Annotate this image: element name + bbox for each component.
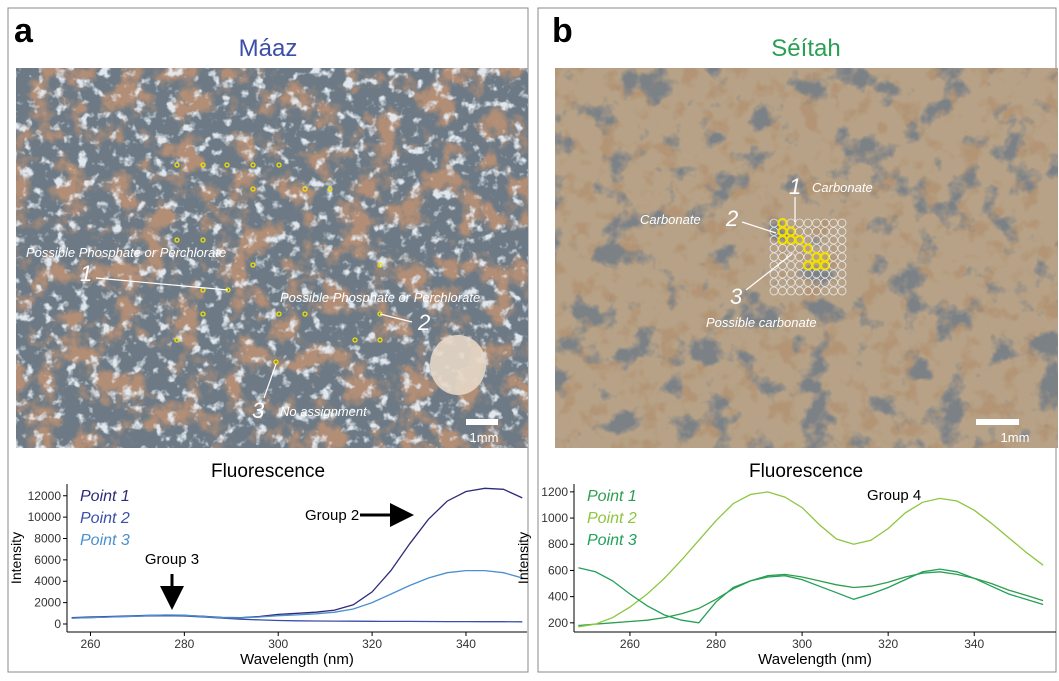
chart-title: Fluorescence: [749, 461, 863, 482]
x-tick-label: 280: [174, 637, 194, 651]
y-tick-label: 6000: [34, 553, 61, 567]
chart-annotation: Group 4: [867, 487, 921, 504]
image-label: 2: [725, 206, 738, 231]
panel-title: Séítah: [771, 35, 840, 62]
y-tick-label: 2000: [34, 596, 61, 610]
image-label: Carbonate: [640, 212, 701, 227]
y-tick-label: 4000: [34, 574, 61, 588]
x-tick-label: 340: [964, 637, 984, 651]
series-line: [72, 488, 523, 617]
y-tick-label: 400: [548, 590, 568, 604]
chart-title: Fluorescence: [211, 461, 325, 482]
legend-entry: Point 2: [587, 510, 637, 527]
y-tick-label: 1200: [541, 485, 568, 499]
scale-label: 1mm: [470, 430, 499, 445]
y-tick-label: 200: [548, 616, 568, 630]
y-tick-label: 1000: [541, 511, 568, 525]
series-line: [578, 572, 1043, 626]
image-label: No assignment: [280, 404, 368, 419]
y-tick-label: 10000: [28, 510, 62, 524]
chart-annotation: Group 2: [305, 507, 359, 524]
y-tick-label: 12000: [28, 489, 62, 503]
y-tick-label: 0: [54, 617, 61, 631]
y-tick-label: 800: [548, 537, 568, 551]
x-tick-label: 300: [792, 637, 812, 651]
x-tick-label: 260: [620, 637, 640, 651]
panel-letter: b: [552, 12, 573, 50]
x-tick-label: 300: [268, 637, 288, 651]
x-tick-label: 340: [456, 637, 476, 651]
y-axis-label: Intensity: [8, 532, 24, 584]
y-tick-label: 8000: [34, 531, 61, 545]
image-label: 3: [730, 284, 743, 309]
panel-letter: a: [14, 12, 34, 50]
figure: a Máaz b Séítah Possible Phosphate or Pe…: [0, 0, 1059, 676]
image-label: Possible Phosphate or Perchlorate: [280, 290, 480, 305]
image-label: Possible carbonate: [706, 315, 817, 330]
x-tick-label: 320: [362, 637, 382, 651]
chart-annotation: Group 3: [145, 551, 199, 568]
legend-entry: Point 1: [587, 488, 637, 505]
x-tick-label: 260: [80, 637, 100, 651]
series-line: [72, 571, 523, 619]
image-label: Carbonate: [812, 180, 873, 195]
image-label: 3: [252, 398, 265, 423]
photo: [555, 68, 1058, 448]
legend-entry: Point 2: [80, 510, 130, 527]
legend-entry: Point 1: [80, 488, 130, 505]
x-tick-label: 320: [878, 637, 898, 651]
image-label: 2: [417, 310, 430, 335]
image-label: Possible Phosphate or Perchlorate: [26, 245, 226, 260]
y-tick-label: 600: [548, 563, 568, 577]
legend-entry: Point 3: [80, 532, 130, 549]
legend-entry: Point 3: [587, 532, 637, 549]
image-label: 1: [80, 261, 92, 286]
scale-label: 1mm: [1001, 430, 1030, 445]
y-axis-label: Intensity: [515, 532, 531, 584]
image-label: 1: [789, 174, 801, 199]
x-axis-label: Wavelength (nm): [240, 651, 354, 668]
series-line: [578, 568, 1043, 623]
x-axis-label: Wavelength (nm): [758, 651, 872, 668]
x-tick-label: 280: [706, 637, 726, 651]
panel-title: Máaz: [239, 35, 298, 62]
